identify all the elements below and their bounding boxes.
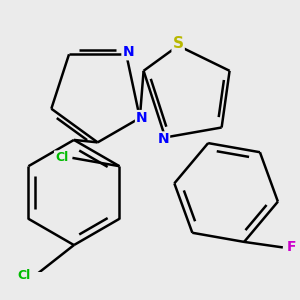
Text: Cl: Cl — [55, 152, 68, 164]
Text: S: S — [172, 36, 184, 51]
Text: Cl: Cl — [18, 269, 31, 282]
Text: N: N — [136, 111, 148, 125]
Text: F: F — [287, 240, 296, 254]
Text: N: N — [122, 45, 134, 59]
Text: N: N — [158, 132, 169, 146]
